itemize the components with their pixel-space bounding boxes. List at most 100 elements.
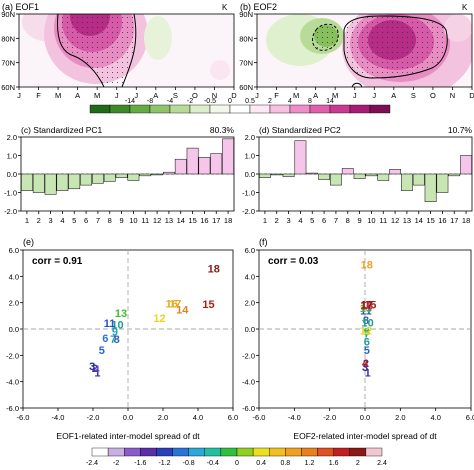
bar xyxy=(460,155,472,175)
y-tick-label: 2.0 xyxy=(7,133,17,142)
colorbar-swatch xyxy=(317,447,334,457)
x-tick-label: A xyxy=(313,91,318,100)
colorbar-swatch xyxy=(252,447,270,457)
pc2-axes: -2.0-1.00.01.02.01 2 3 4 5 6 7 8 9 10 11 12 13 14 15 16… xyxy=(242,133,470,225)
colorbar-tick-label: -0.8 xyxy=(183,460,195,467)
x-tick-label: 5 xyxy=(72,216,76,225)
bar xyxy=(377,173,390,181)
scatter-e-corr: corr = 0.91 xyxy=(32,256,83,267)
bar xyxy=(401,173,413,191)
point-label: 9 xyxy=(112,327,118,339)
colorbar-swatch xyxy=(188,447,205,457)
y-tick-label: -2.0 xyxy=(4,207,17,216)
x-tick-label: 13 xyxy=(165,216,173,225)
bar xyxy=(21,173,33,191)
point-label: 11 xyxy=(360,306,372,318)
x-tick-label: 4.0 xyxy=(430,413,440,422)
colorbar-tick-label: 0.8 xyxy=(280,460,290,467)
bar xyxy=(306,172,319,175)
y-tick-label: 0.0 xyxy=(7,170,17,179)
y-tick-label: 0.0 xyxy=(245,170,255,179)
bar xyxy=(353,173,366,179)
bar xyxy=(222,138,234,175)
colorbar-tick-label: 8 xyxy=(308,98,312,105)
eof2-field xyxy=(257,14,472,87)
bar xyxy=(270,173,283,176)
x-tick-label: 0.0 xyxy=(123,413,133,422)
point-label: 3 xyxy=(362,362,368,374)
y-tick-label: -1.0 xyxy=(242,189,255,198)
scatter-e-panel: (e) corr = 0.91 -6.0 -4.0 -2.0 0.0 2.0 4.0 6.0… xyxy=(6,237,238,441)
x-tick-label: S xyxy=(411,91,416,100)
bar xyxy=(174,158,187,175)
scatter-e-xlabel: EOF1-related inter-model spread of dt xyxy=(56,431,200,441)
y-tick-label: -4.0 xyxy=(242,378,255,387)
bar xyxy=(68,173,81,190)
x-tick-label: 0.0 xyxy=(360,413,370,422)
pc1-panel-label: (c) Standardized PC1 xyxy=(21,125,103,135)
colorbar-swatch xyxy=(285,447,302,457)
bar xyxy=(103,173,116,182)
x-tick-label: 13 xyxy=(403,216,411,225)
point-label: 9 xyxy=(364,327,370,339)
pc1-bars xyxy=(21,138,234,195)
bar xyxy=(341,168,354,175)
x-tick-label: -4.0 xyxy=(52,413,65,422)
y-tick-label: -2.0 xyxy=(242,207,255,216)
colorbar-tick-label: -2 xyxy=(113,460,119,467)
x-tick-label: 6 xyxy=(322,216,326,225)
colorbar-tick-label: 1.6 xyxy=(329,460,339,467)
x-tick-label: 11 xyxy=(141,216,149,225)
x-tick-label: D xyxy=(231,91,237,100)
point-label: 16 xyxy=(166,298,178,310)
x-tick-label: 1 xyxy=(25,216,29,225)
eof1-panel: (a) EOF1 K 60N 70N 80N 90N J F M A M J J A S O N D xyxy=(1,2,237,100)
point-label: 10 xyxy=(111,319,123,331)
colorbar-swatch xyxy=(169,104,191,114)
point-label: 5 xyxy=(99,345,105,357)
colorbar-swatch xyxy=(124,447,141,457)
x-tick-label: 9 xyxy=(357,216,361,225)
x-tick-label: 12 xyxy=(153,216,161,225)
bar xyxy=(318,173,330,180)
y-tick-label: 0.0 xyxy=(245,325,255,334)
y-tick-label: 70N xyxy=(1,59,15,68)
bar xyxy=(448,173,461,177)
x-tick-label: 2 xyxy=(275,216,279,225)
colorbar-tick-label: 1.2 xyxy=(305,460,315,467)
pc2-panel: (d) Standardized PC2 10.7% -2.0 -1.0 0.0 1.… xyxy=(242,125,472,225)
bar xyxy=(56,173,69,191)
x-tick-label: -4.0 xyxy=(288,413,301,422)
x-tick-label: 14 xyxy=(177,216,185,225)
x-tick-label: O xyxy=(430,91,436,100)
x-tick-label: M xyxy=(332,91,338,100)
x-tick-label: 4.0 xyxy=(193,413,203,422)
y-tick-label: -6.0 xyxy=(6,404,19,413)
bar xyxy=(294,140,307,175)
y-tick-label: 1.0 xyxy=(7,152,17,161)
point-label: 17 xyxy=(361,300,373,312)
eof1-frame xyxy=(18,13,235,88)
y-tick-label: -2.0 xyxy=(242,351,255,360)
colorbar-swatch xyxy=(91,447,109,457)
x-tick-label: 15 xyxy=(188,216,196,225)
x-tick-label: 7 xyxy=(334,216,338,225)
y-tick-label: -4.0 xyxy=(6,378,19,387)
colorbar-swatch xyxy=(149,104,171,114)
bar xyxy=(365,173,378,177)
x-tick-label: J xyxy=(255,91,259,100)
y-tick-label: 60N xyxy=(1,83,15,92)
point-label: 8 xyxy=(363,315,369,327)
scatter-f-panel-label: (f) xyxy=(259,237,268,247)
bar xyxy=(330,173,342,186)
point-label: 6 xyxy=(364,337,370,349)
point-label: 12 xyxy=(360,325,372,337)
colorbar-swatch xyxy=(204,447,222,457)
bar xyxy=(282,173,295,178)
y-tick-label: 2.0 xyxy=(9,299,19,308)
y-tick-label: 80N xyxy=(1,34,15,43)
bar xyxy=(186,147,199,175)
scatter-f-marks: -6.0 -4.0 -2.0 0.0 2.0 4.0 6.0 -6.0 -4.0 -2.0 0.0 2… xyxy=(242,246,474,422)
y-tick-label: 0.0 xyxy=(9,325,19,334)
